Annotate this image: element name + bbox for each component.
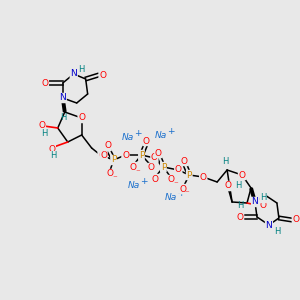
Text: Na: Na <box>155 130 167 140</box>
Text: O: O <box>292 215 299 224</box>
Text: +: + <box>168 127 175 136</box>
Text: O: O <box>180 184 187 194</box>
Text: Na: Na <box>122 134 134 142</box>
Text: O: O <box>260 202 266 211</box>
Text: P: P <box>139 151 144 160</box>
Text: O: O <box>98 152 105 160</box>
Text: P: P <box>111 155 116 164</box>
Text: O: O <box>130 163 137 172</box>
Text: O: O <box>78 113 85 122</box>
Text: O: O <box>155 148 162 158</box>
Text: ⁻: ⁻ <box>135 169 140 178</box>
Text: O: O <box>151 154 158 163</box>
Text: +: + <box>178 188 185 197</box>
Text: O: O <box>100 152 107 160</box>
Text: ⁻: ⁻ <box>185 190 190 199</box>
Text: O: O <box>181 157 188 166</box>
Text: H: H <box>235 182 241 190</box>
Text: H: H <box>260 194 266 202</box>
Text: O: O <box>38 122 45 130</box>
Text: O: O <box>175 166 182 175</box>
Text: O: O <box>237 212 244 221</box>
Text: P: P <box>187 170 192 179</box>
Text: ⁻: ⁻ <box>112 175 117 184</box>
Text: H: H <box>222 158 228 166</box>
Text: Na: Na <box>165 193 178 202</box>
Text: P: P <box>161 163 166 172</box>
Text: O: O <box>99 70 106 80</box>
Text: +: + <box>140 176 147 185</box>
Text: H: H <box>51 152 57 160</box>
Text: N: N <box>252 197 258 206</box>
Text: H: H <box>237 200 243 209</box>
Text: O: O <box>152 175 159 184</box>
Text: O: O <box>143 136 150 146</box>
Text: H: H <box>61 113 67 122</box>
Text: O: O <box>104 142 111 151</box>
Text: O: O <box>168 176 175 184</box>
Text: O: O <box>148 164 155 172</box>
Text: O: O <box>41 79 48 88</box>
Text: O: O <box>200 172 207 182</box>
Text: O: O <box>122 151 129 160</box>
Text: ⁻: ⁻ <box>173 181 178 190</box>
Text: O: O <box>106 169 113 178</box>
Text: H: H <box>40 130 47 139</box>
Text: O: O <box>48 145 55 154</box>
Text: N: N <box>59 94 66 103</box>
Text: +: + <box>134 130 141 139</box>
Text: O: O <box>225 182 232 190</box>
Text: H: H <box>274 226 280 236</box>
Text: O: O <box>238 170 245 179</box>
Text: N: N <box>266 220 272 230</box>
Text: N: N <box>70 70 77 79</box>
Text: H: H <box>79 64 85 74</box>
Text: Na: Na <box>128 181 140 190</box>
